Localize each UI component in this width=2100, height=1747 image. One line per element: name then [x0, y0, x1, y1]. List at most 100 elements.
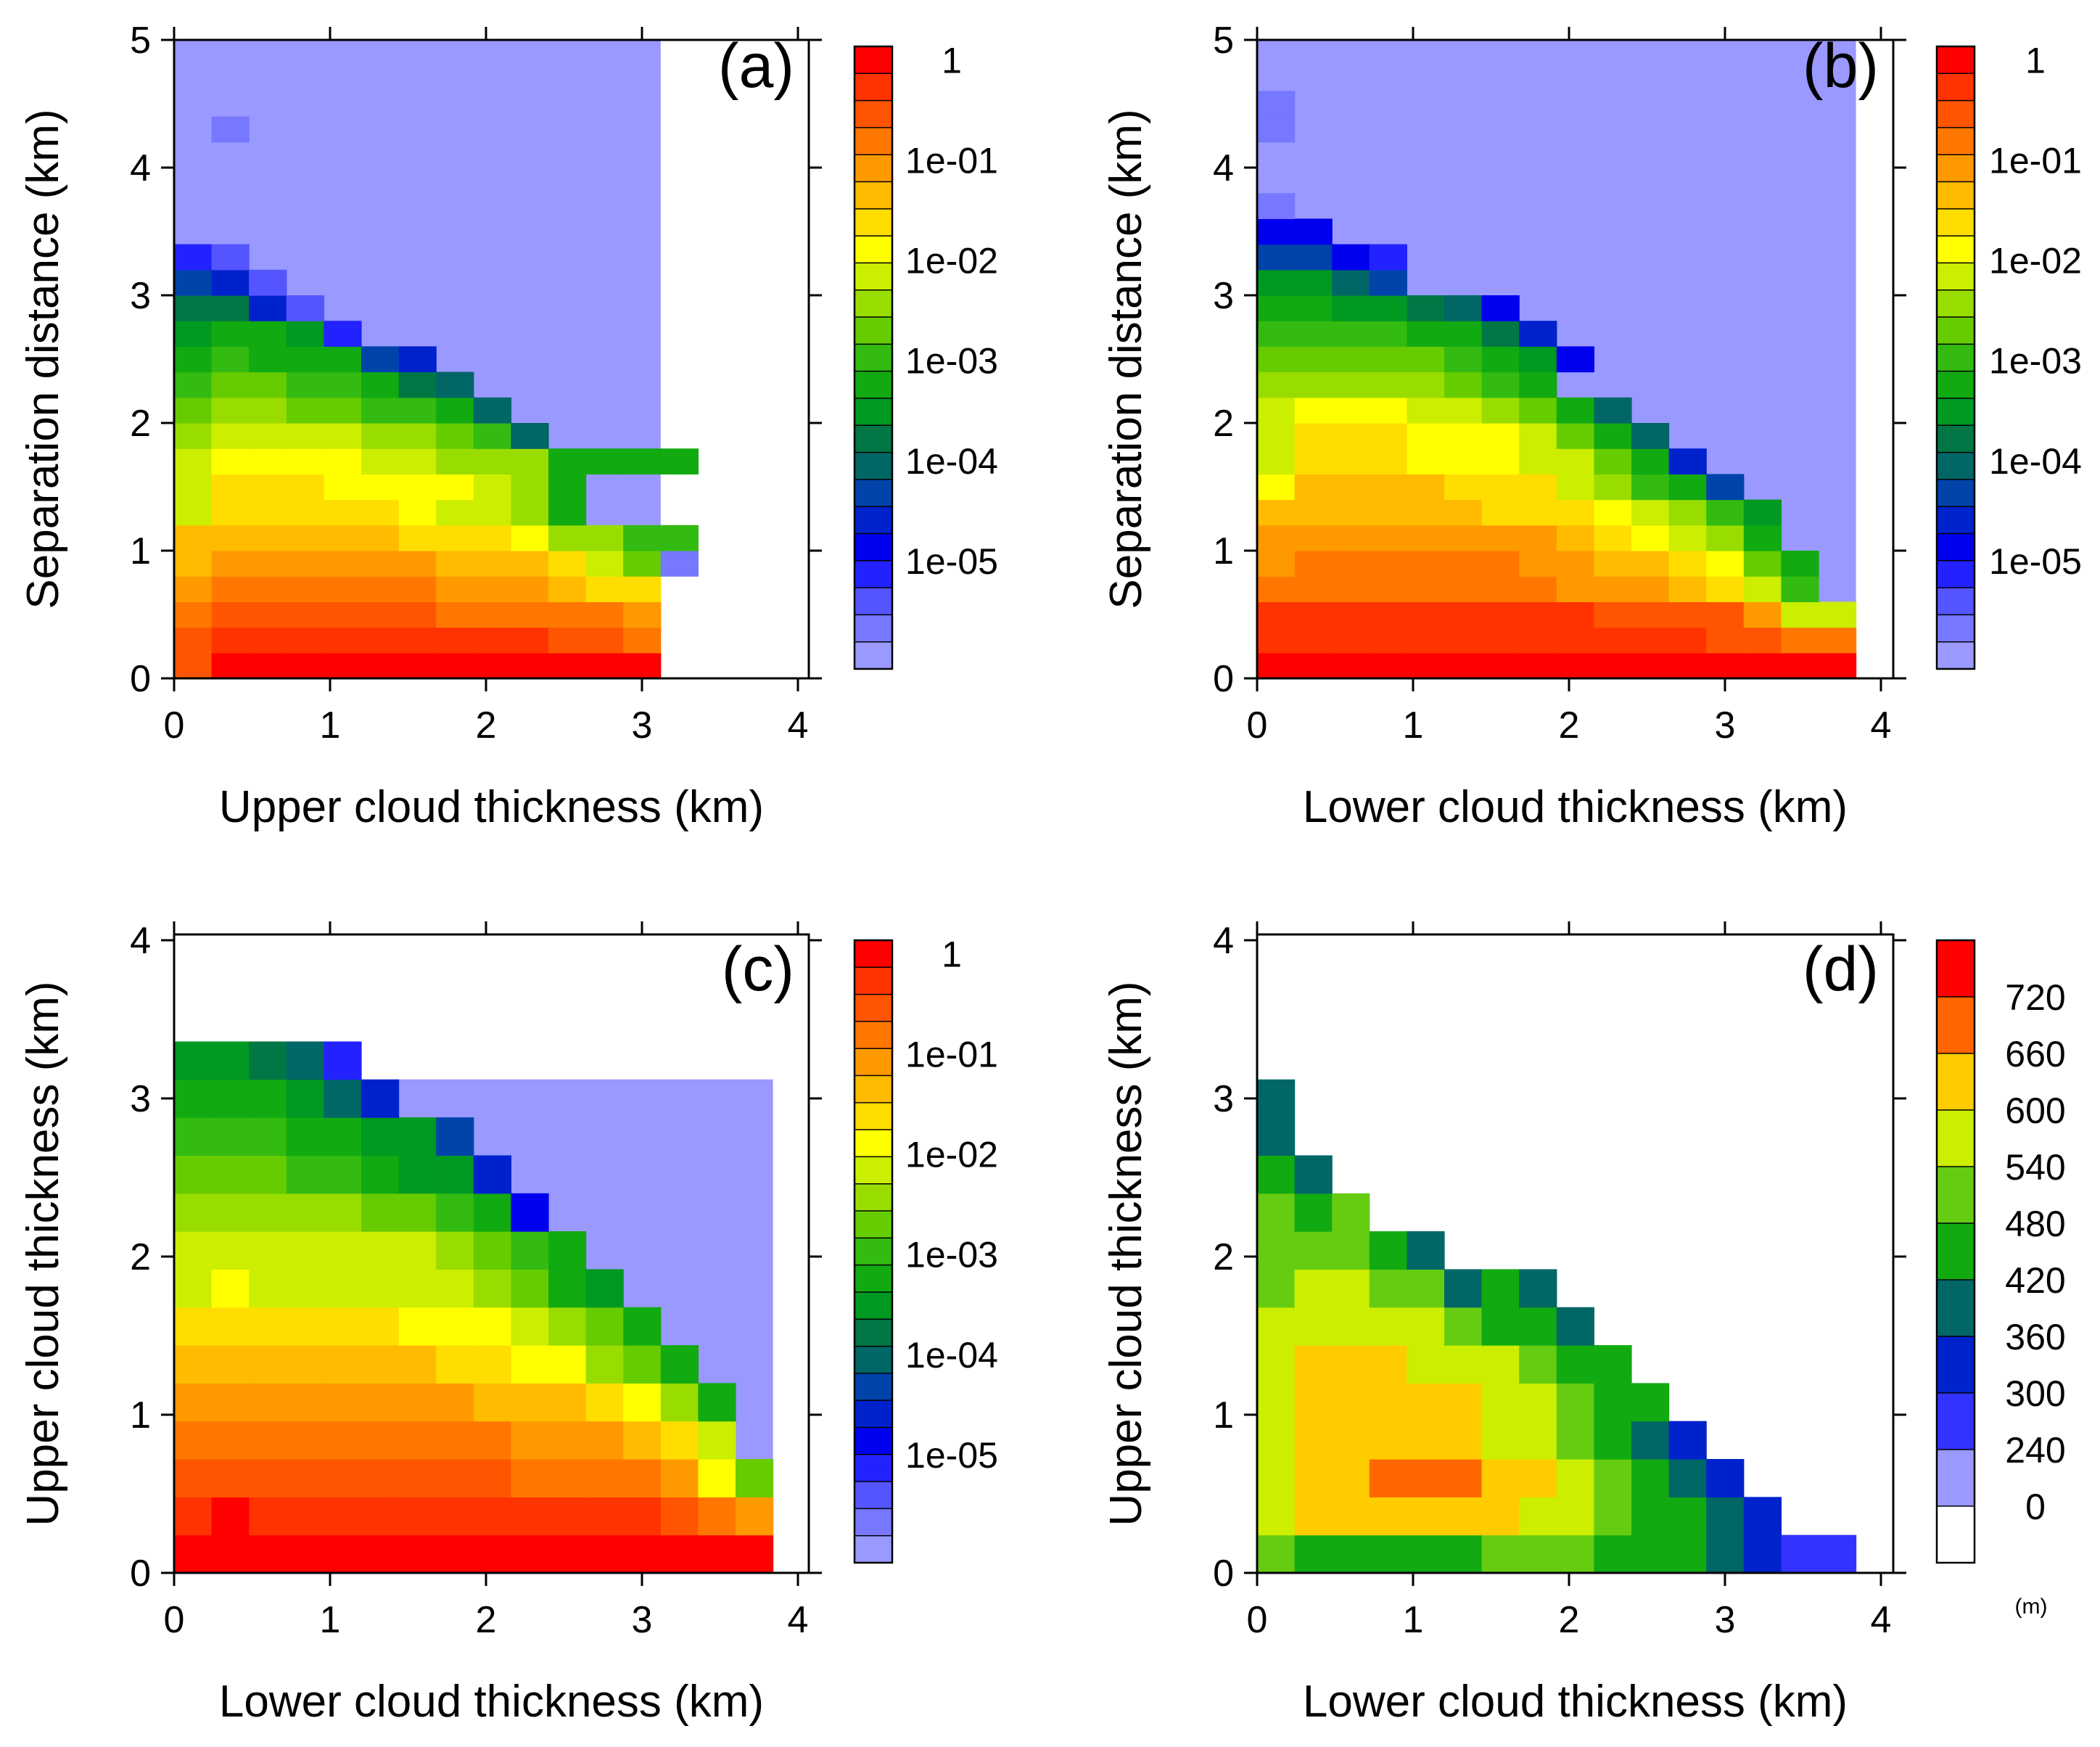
- colorbar-swatch: [855, 1373, 892, 1401]
- heatmap-cell: [473, 1383, 511, 1422]
- heatmap-cell: [436, 551, 474, 577]
- colorbar-swatch: [1937, 46, 1975, 74]
- heatmap-cell: [286, 1421, 324, 1460]
- heatmap-cell: [548, 525, 587, 551]
- heatmap-cell: [211, 1079, 250, 1118]
- heatmap-cell: [1481, 1307, 1520, 1346]
- colorbar-label: 1e-02: [1989, 241, 2082, 281]
- heatmap-cell: [1332, 397, 1370, 424]
- heatmap-cell: [1369, 397, 1407, 424]
- heatmap-cell: [1481, 576, 1520, 602]
- heatmap-cell: [1819, 1534, 1857, 1574]
- heatmap-cell: [436, 1459, 474, 1497]
- heatmap-cell: [1257, 1534, 1296, 1574]
- panel-d: 0 1 2 3 4 0 1 2 3 4 (d) Lower cloud thickness (km…: [1101, 920, 2066, 1727]
- x-tick-label: 3: [1715, 704, 1736, 747]
- heatmap-cell: [398, 499, 437, 526]
- heatmap-cell: [361, 1534, 400, 1574]
- heatmap-cell: [1519, 474, 1557, 501]
- colorbar-swatch: [855, 506, 892, 534]
- heatmap-cell: [436, 1307, 474, 1346]
- heatmap-cell: [1631, 1534, 1670, 1574]
- y-tick-label: 0: [130, 1553, 151, 1595]
- heatmap-cell: [211, 321, 250, 347]
- y-tick-label: 0: [1213, 1553, 1234, 1595]
- heatmap-cell: [361, 1117, 400, 1156]
- heatmap-cell: [1369, 627, 1407, 654]
- colorbar: 1 1e-01 1e-02 1e-03 1e-04 1e-05: [853, 934, 998, 1564]
- heatmap-cell: [286, 1117, 324, 1156]
- heatmap-cell: [1556, 1534, 1594, 1574]
- colorbar-swatch: [855, 1291, 892, 1320]
- heatmap-cell: [398, 551, 437, 577]
- heatmap-cell: [211, 1193, 250, 1232]
- heatmap-cell: [1706, 551, 1745, 577]
- heatmap-cell: [1519, 576, 1557, 602]
- heatmap-cell: [1332, 1497, 1370, 1536]
- heatmap-cell: [1332, 448, 1370, 474]
- colorbar-swatch: [1937, 236, 1975, 263]
- heatmap-cell: [174, 1459, 213, 1497]
- heatmap-cell: [286, 627, 324, 654]
- heatmap-cell: [1257, 1307, 1296, 1346]
- heatmap-cell: [585, 525, 624, 551]
- heatmap-cell: [1706, 1459, 1745, 1497]
- heatmap-cell: [1519, 601, 1557, 628]
- colorbar-swatch: [855, 560, 892, 588]
- heatmap-cell: [398, 1307, 437, 1346]
- heatmap-cell: [1332, 1383, 1370, 1422]
- y-tick-label: 4: [1213, 920, 1234, 962]
- heatmap-cell: [1668, 601, 1707, 628]
- colorbar-swatch: [1937, 263, 1975, 291]
- heatmap-cell: [585, 1534, 624, 1574]
- y-tick-label: 1: [1213, 1394, 1234, 1436]
- heatmap-cell: [698, 1497, 736, 1536]
- heatmap-cell: [174, 371, 213, 398]
- x-tick-label: 2: [1559, 704, 1580, 747]
- colorbar-swatch: [1937, 588, 1975, 615]
- heatmap-cell: [548, 1534, 587, 1574]
- heatmap-cell: [1594, 423, 1632, 449]
- heatmap-cell: [286, 371, 324, 398]
- heatmap-cell: [1631, 1383, 1670, 1422]
- colorbar-swatch: [1937, 208, 1975, 237]
- heatmap-cell: [1519, 525, 1557, 551]
- heatmap-cell: [249, 1345, 287, 1384]
- heatmap-cell: [398, 1193, 437, 1232]
- heatmap-cell: [1332, 244, 1370, 271]
- heatmap-cell: [548, 1307, 587, 1346]
- heatmap-cell: [174, 525, 213, 551]
- heatmap-cell: [436, 576, 474, 602]
- heatmap-cell: [1444, 371, 1483, 398]
- heatmap-cell: [1668, 627, 1707, 654]
- heatmap-cell: [286, 525, 324, 551]
- colorbar-label: 1e-05: [905, 541, 998, 582]
- heatmap-cell: [1743, 499, 1782, 526]
- heatmap-cell: [623, 1421, 662, 1460]
- heatmap-cell: [1668, 652, 1707, 679]
- heatmap-cell: [1294, 1421, 1333, 1460]
- heatmap-cell: [211, 1231, 250, 1270]
- colorbar-label: 720: [2005, 977, 2065, 1018]
- heatmap-cell: [473, 1193, 511, 1232]
- heatmap-cell: [249, 346, 287, 373]
- heatmap-cell: [660, 1421, 699, 1460]
- colorbar-label: 480: [2005, 1204, 2065, 1244]
- heatmap-cell: [249, 601, 287, 628]
- colorbar-swatch: [1937, 614, 1975, 643]
- heatmap-cell: [1332, 652, 1370, 679]
- x-tick-label: 3: [632, 704, 653, 747]
- heatmap-cell: [361, 627, 400, 654]
- heatmap-cell: [1519, 1383, 1557, 1422]
- heatmap-cell: [1332, 423, 1370, 449]
- heatmap-cell: [1781, 1534, 1819, 1574]
- heatmap-cell: [1294, 346, 1333, 373]
- heatmap-cell: [1369, 1269, 1407, 1308]
- x-axis-label: Lower cloud thickness (km): [1303, 782, 1848, 832]
- heatmap-cell: [660, 448, 699, 474]
- colorbar-swatch: [855, 479, 892, 507]
- heatmap-cell: [211, 627, 250, 654]
- colorbar-label: 1: [942, 934, 962, 975]
- heatmap-cell: [1481, 423, 1520, 449]
- heatmap-cell: [324, 1079, 362, 1118]
